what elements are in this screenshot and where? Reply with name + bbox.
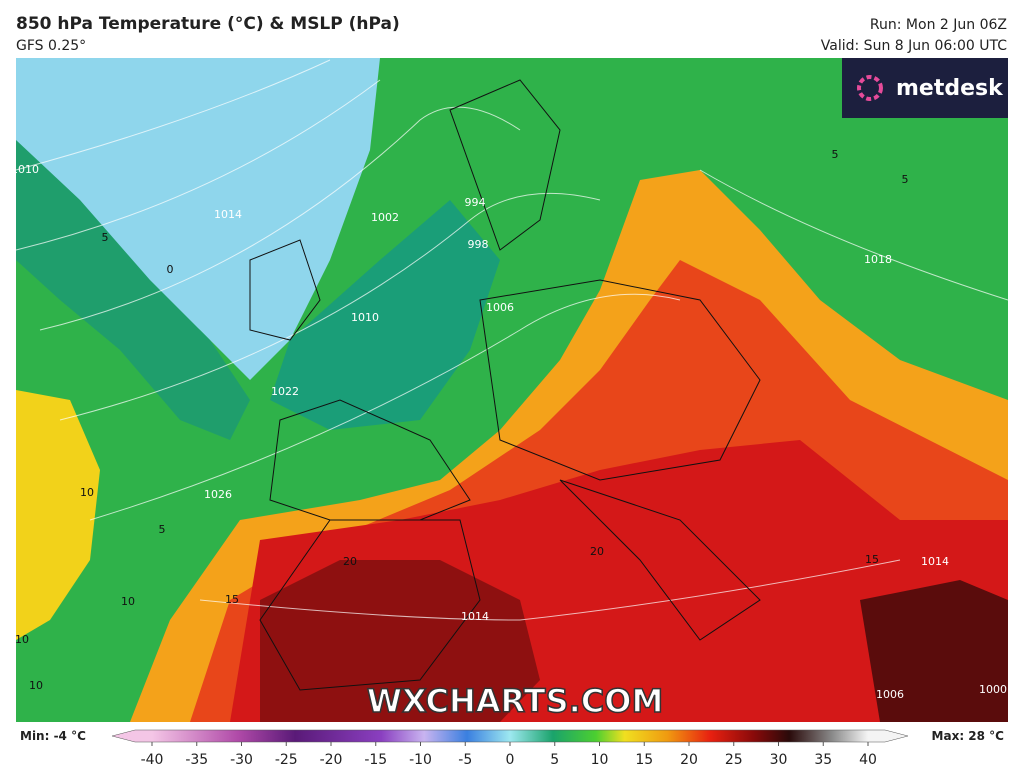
contour-label: 0 (167, 263, 174, 276)
contour-label: 5 (832, 148, 839, 161)
contour-label: 10 (15, 633, 29, 646)
contour-label: 5 (902, 173, 909, 186)
contour-label: 1014 (461, 610, 489, 623)
contour-label: 1002 (371, 211, 399, 224)
legend-max: Max: 28 °C (932, 729, 1005, 743)
contour-label: 10 (121, 595, 135, 608)
logo-box (842, 58, 1008, 118)
watermark: WXCHARTS.COM (367, 682, 664, 720)
color-bar-tick-label: -10 (409, 752, 432, 768)
contour-label: 20 (590, 545, 604, 558)
contour-label: 1010 (351, 311, 379, 324)
color-bar-tick-label: -40 (141, 752, 164, 768)
contour-label: 1006 (876, 688, 904, 701)
run-time: Run: Mon 2 Jun 06Z (870, 17, 1007, 33)
color-bar (111, 729, 909, 743)
color-bar-tick-label: 20 (680, 752, 698, 768)
color-bar-tick-label: 25 (725, 752, 743, 768)
color-bar-tick-label: 10 (591, 752, 609, 768)
color-bar-tick-label: -15 (364, 752, 387, 768)
contour-label: 1014 (214, 208, 242, 221)
contour-label: 15 (225, 593, 239, 606)
contour-label: 15 (865, 553, 879, 566)
legend-min: Min: -4 °C (20, 729, 86, 743)
contour-label: 1010 (11, 163, 39, 176)
color-bar-tick-label: -5 (458, 752, 472, 768)
color-bar-tick-label: -25 (275, 752, 298, 768)
contour-label: 1026 (204, 488, 232, 501)
contour-label: 1000 (979, 683, 1007, 696)
model: GFS 0.25° (16, 38, 86, 54)
color-bar-tick-label: 35 (814, 752, 832, 768)
title: 850 hPa Temperature (°C) & MSLP (hPa) (16, 14, 400, 34)
contour-label: 10 (29, 679, 43, 692)
contour-label: 1018 (864, 253, 892, 266)
color-bar-tick-label: 30 (770, 752, 788, 768)
contour-label: 1014 (921, 555, 949, 568)
contour-label: 5 (159, 523, 166, 536)
contour-label: 5 (102, 231, 109, 244)
color-bar-tick-label: 15 (635, 752, 653, 768)
color-bar-tick-label: -35 (185, 752, 208, 768)
contour-label: 994 (465, 196, 486, 209)
contour-label: 10 (80, 486, 94, 499)
logo-text: metdesk (896, 76, 1004, 101)
logo-icon (857, 75, 883, 101)
contour-label: 20 (343, 555, 357, 568)
color-bar-tick-label: 5 (550, 752, 559, 768)
color-bar-tick-label: 0 (506, 752, 515, 768)
valid-time: Valid: Sun 8 Jun 06:00 UTC (821, 38, 1007, 54)
map: 9949981002100610101014101810221026101410… (11, 58, 1008, 722)
color-bar-tick-label: -30 (230, 752, 253, 768)
contour-label: 1022 (271, 385, 299, 398)
color-bar-tick-label: -20 (320, 752, 343, 768)
contour-label: 998 (468, 238, 489, 251)
color-bar-tick-label: 40 (859, 752, 877, 768)
contour-label: 1006 (486, 301, 514, 314)
